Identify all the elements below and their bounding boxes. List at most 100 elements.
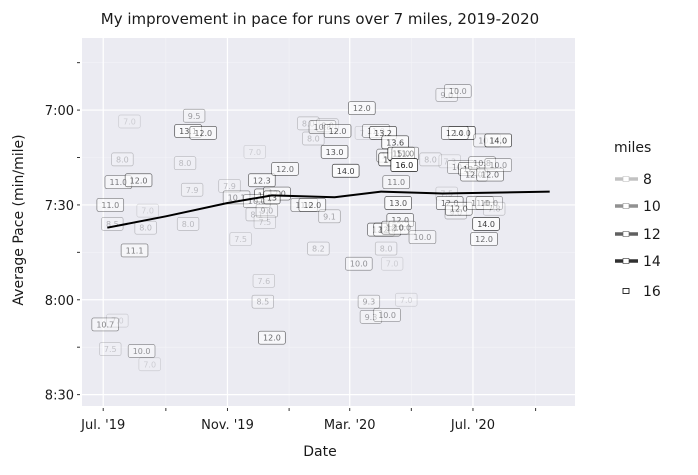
data-point-text: 7.5	[234, 235, 247, 244]
legend-key	[615, 203, 638, 209]
data-point-box	[245, 207, 268, 222]
data-point-text: 8.0	[139, 224, 152, 233]
legend-title: miles	[614, 140, 651, 156]
data-point-text: 11.0	[101, 201, 119, 210]
data-point-label: 9.5	[182, 108, 206, 123]
data-point-label: 10.0	[475, 196, 503, 210]
data-point-label: 12.0	[189, 125, 217, 140]
data-point-label: 12.0	[381, 220, 409, 235]
legend-symbol	[622, 231, 630, 237]
data-point-box	[484, 133, 512, 148]
data-point-box	[331, 163, 360, 178]
data-point-box	[444, 84, 472, 98]
data-point-label: 12.0	[476, 167, 504, 182]
data-point-box	[419, 152, 442, 167]
legend-label: 16	[643, 284, 661, 300]
y-tick-label: 8:30	[45, 389, 74, 404]
data-point-box	[441, 125, 469, 140]
trend-layer	[107, 190, 550, 229]
legend-key	[615, 231, 638, 237]
data-point-text: 7.0	[141, 207, 154, 216]
data-point-text: 10.8	[473, 159, 491, 168]
data-point-box	[120, 243, 149, 258]
data-point-label: 8.0	[176, 217, 200, 231]
data-point-label: 16.0	[390, 158, 419, 172]
data-point-label: 8.5	[251, 294, 274, 309]
y-axis-title: Average Pace (min/mile)	[11, 134, 27, 305]
data-point-box	[124, 173, 153, 188]
data-point-label: 10.0	[444, 84, 472, 98]
data-point-text: 9.0	[261, 207, 274, 216]
data-point-text: 8.0	[116, 155, 129, 164]
data-point-text: 7.0	[386, 260, 399, 269]
data-point-text: 8.1	[250, 210, 263, 219]
data-point-label: 9.0	[435, 88, 458, 102]
data-point-label: 8.0	[111, 152, 134, 167]
x-tick-label: Nov. '19	[201, 418, 254, 433]
data-point-label: 10.0	[373, 308, 401, 322]
data-point-text: 16.0	[395, 161, 413, 170]
x-tick-label: Jul. '19	[80, 418, 125, 433]
data-point-box	[127, 344, 156, 358]
data-point-box	[357, 294, 381, 309]
data-point-text: 14.0	[337, 167, 355, 176]
y-tick-label: 7:30	[45, 199, 74, 214]
data-point-box	[180, 182, 204, 197]
data-point-text: 10.0	[133, 347, 151, 356]
data-point-text: 9.3	[363, 298, 376, 307]
data-point-text: 11.0	[471, 199, 489, 208]
data-point-box	[395, 292, 418, 307]
data-point-box	[318, 209, 341, 224]
data-point-label: 7.9	[218, 179, 241, 193]
data-point-label: 13.0	[320, 144, 349, 159]
data-point-box	[253, 215, 277, 229]
data-point-box	[258, 330, 286, 345]
legend-key	[615, 176, 638, 182]
legend-label: 8	[643, 172, 652, 188]
data-point-text: 7.9	[186, 186, 199, 195]
data-point-text: 12.0	[446, 129, 464, 138]
data-point-box	[359, 309, 383, 324]
legend: miles 8 10 12 14 16	[614, 140, 661, 300]
data-point-text: 7.5	[104, 345, 117, 354]
data-point-box	[435, 88, 458, 102]
data-point-label: 13.0	[384, 196, 412, 210]
data-point-text: 8.2	[312, 245, 325, 254]
data-point-text: 12.0	[353, 104, 371, 113]
data-point-text: 7.0	[123, 117, 136, 126]
data-point-text: 7.9	[223, 182, 236, 191]
data-point-text: 7.3	[443, 157, 456, 166]
data-point-text: 9.3	[365, 313, 378, 322]
legend-symbol	[622, 288, 630, 294]
data-point-label: 11.0	[382, 175, 410, 190]
data-point-label: 7.0	[395, 292, 418, 307]
data-point-box	[182, 108, 206, 123]
legend-symbol	[622, 258, 630, 264]
data-point-box	[229, 232, 252, 246]
data-point-box	[248, 173, 276, 188]
data-point-label: 7.5	[99, 342, 122, 356]
data-point-label: 10.0	[345, 256, 373, 271]
data-point-box	[99, 342, 122, 356]
data-point-label: 8.0	[374, 241, 398, 256]
chart-title: My improvement in pace for runs over 7 m…	[101, 10, 539, 28]
data-point-text: 12.0	[276, 165, 294, 174]
data-point-text: 9.1	[323, 212, 336, 221]
data-point-box	[390, 158, 419, 172]
data-point-label: 7.9	[180, 182, 204, 197]
data-point-text: 7.0	[111, 317, 124, 326]
x-axis-title: Date	[303, 444, 336, 460]
legend-symbol	[622, 176, 630, 182]
data-point-text: 7.6	[257, 277, 270, 286]
data-point-box	[252, 273, 275, 288]
data-point-label: 12.0	[271, 162, 299, 176]
data-point-label: 14.0	[331, 163, 360, 178]
data-point-text: 10.8	[314, 123, 332, 132]
data-point-label: 7.5	[229, 232, 252, 246]
data-point-box	[106, 313, 129, 328]
data-point-text: 12.0	[263, 334, 281, 343]
data-point-label: 7.6	[252, 273, 275, 288]
data-point-box	[374, 241, 398, 256]
axes-layer: 7:00 7:30 8:00 8:30 Jul. '19 Nov. '19 Mar. '20…	[45, 62, 537, 433]
